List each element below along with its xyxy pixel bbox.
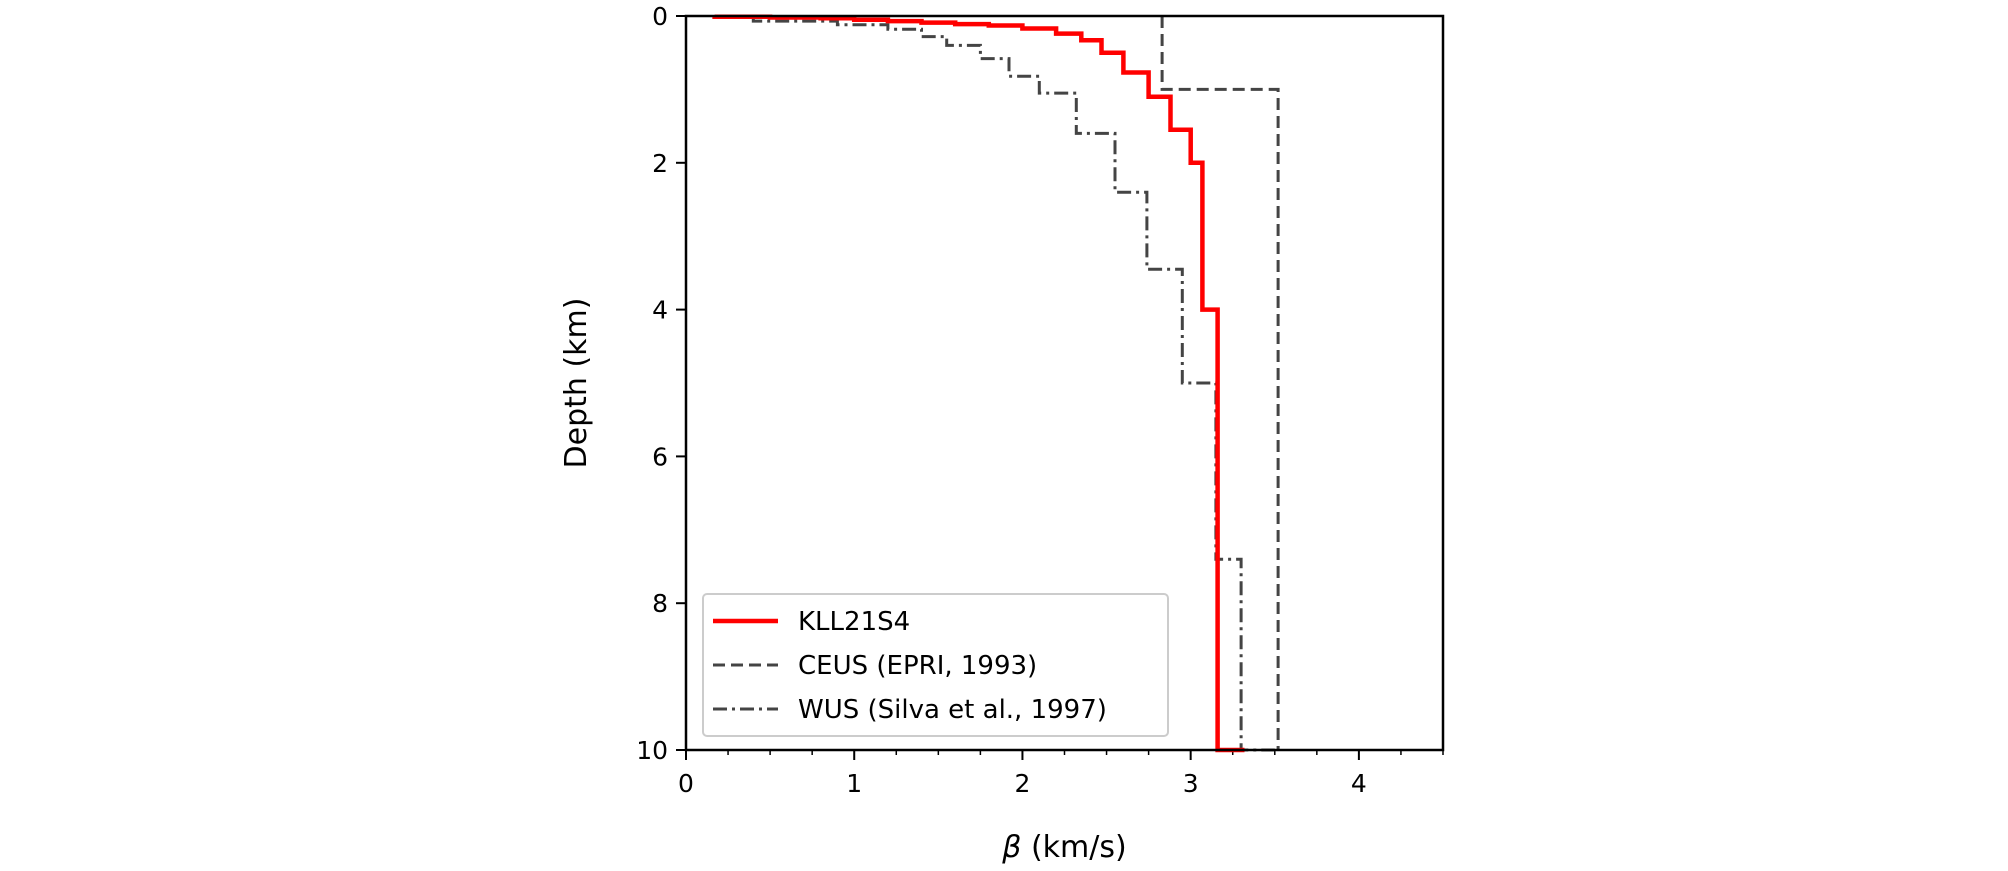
legend-label: WUS (Silva et al., 1997) (798, 695, 1107, 725)
x-tick-label: 0 (678, 769, 694, 798)
y-tick-label: 4 (652, 296, 668, 325)
x-tick-label: 2 (1014, 769, 1030, 798)
y-tick-label: 2 (652, 149, 668, 178)
tick-layer: 0 1 2 3 4 0 2 4 6 8 10 (636, 2, 1444, 798)
series-line-1 (1160, 16, 1280, 750)
x-tick-label: 1 (846, 769, 862, 798)
legend-box (702, 593, 1169, 737)
x-axis-symbol: β (1001, 830, 1021, 865)
x-axis-unit: (km/s) (1021, 830, 1126, 865)
x-tick-label: 4 (1351, 769, 1367, 798)
legend-label: KLL21S4 (798, 607, 910, 637)
series-line-2 (751, 16, 1275, 752)
series-line-0 (712, 14, 1245, 753)
plot-frame (684, 14, 1445, 752)
y-tick-label: 10 (636, 736, 668, 765)
x-axis-label: β (km/s) (1001, 830, 1126, 865)
legend-label: CEUS (EPRI, 1993) (798, 651, 1037, 681)
series-layer (712, 14, 1280, 753)
y-tick-label: 0 (652, 2, 668, 31)
legend: KLL21S4 CEUS (EPRI, 1993) WUS (Silva et al… (702, 593, 1169, 737)
y-axis-label: Depth (km) (559, 298, 594, 469)
y-tick-label: 6 (652, 442, 668, 471)
x-tick-label: 3 (1183, 769, 1199, 798)
y-tick-label: 8 (652, 589, 668, 618)
